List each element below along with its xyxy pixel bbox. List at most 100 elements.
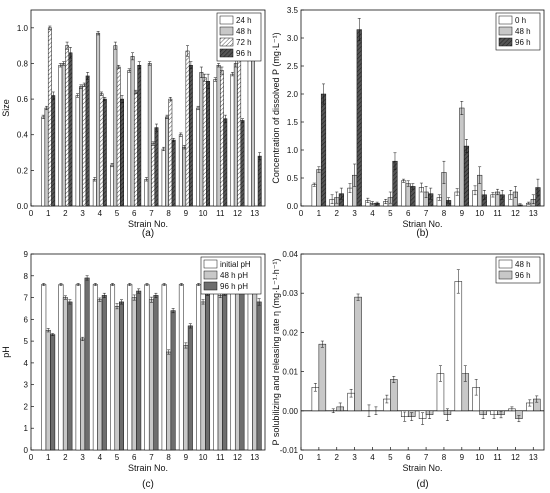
panel-label: (c)	[142, 479, 154, 490]
bar	[240, 120, 245, 207]
panel-label: (b)	[416, 228, 428, 239]
bar	[84, 277, 90, 451]
bar	[182, 146, 187, 207]
bar	[67, 301, 73, 451]
legend-label: 96 h	[236, 49, 252, 58]
bar	[166, 351, 172, 451]
bar	[127, 70, 132, 207]
x-tick-label: 0	[29, 209, 34, 218]
legend: 48 h 96 h	[495, 256, 541, 284]
bar	[41, 284, 47, 451]
x-tick-label: 7	[149, 453, 154, 462]
bar	[51, 95, 56, 207]
bar	[113, 45, 118, 207]
bar	[50, 334, 56, 451]
x-axis-title: Strain No.	[128, 463, 168, 473]
x-tick-label: 8	[166, 453, 171, 462]
bar	[206, 81, 211, 207]
y-tick-label: 0.4	[17, 131, 29, 140]
bar	[188, 64, 193, 207]
legend-label: 48 h	[515, 27, 531, 36]
chart-panel-4: -0.010.000.010.020.030.040 1 2 3 4 5 6 7 8 9 10 11 1…	[271, 250, 545, 490]
bar	[318, 343, 327, 412]
bar	[202, 77, 207, 207]
y-axis-title: P solubilizing and releasing rate η (mg·…	[271, 259, 281, 446]
bar	[85, 75, 90, 207]
bar	[127, 284, 133, 451]
legend-label: 0 h	[515, 16, 526, 25]
bar	[239, 282, 245, 451]
bar	[405, 183, 411, 207]
bar	[222, 292, 228, 451]
x-tick-label: 1	[317, 209, 322, 218]
y-tick-label: 4	[24, 359, 29, 368]
bar	[400, 180, 407, 207]
plot-frame	[300, 253, 545, 451]
bar	[220, 70, 224, 207]
bar	[252, 284, 258, 451]
bar	[223, 118, 228, 207]
legend-label: 48 h	[515, 260, 531, 269]
legend-swatch	[219, 48, 234, 58]
x-tick-label: 8	[442, 209, 447, 218]
legend-label: 24 h	[236, 16, 252, 25]
y-tick-label: -0.01	[280, 446, 299, 455]
bar	[390, 379, 398, 412]
x-tick-label: 9	[184, 453, 189, 462]
x-tick-label: 12	[233, 453, 242, 462]
x-tick-label: 10	[199, 453, 208, 462]
bar	[196, 107, 200, 207]
bar	[65, 45, 70, 207]
y-tick-label: 7	[24, 294, 29, 303]
bar	[137, 64, 142, 207]
bar	[144, 179, 149, 207]
x-tick-label: 6	[406, 453, 411, 462]
x-axis-title: Strain No.	[128, 219, 168, 229]
bar	[311, 184, 317, 207]
bar	[92, 179, 97, 207]
bar	[454, 281, 463, 412]
y-tick-label: 0.8	[17, 59, 29, 68]
x-tick-label: 13	[250, 209, 259, 218]
bar	[256, 301, 262, 451]
x-tick-label: 10	[199, 209, 208, 218]
x-tick-label: 7	[424, 209, 429, 218]
y-tick-label: 0.0	[287, 202, 299, 211]
x-tick-label: 3	[352, 209, 357, 218]
legend-swatch	[203, 270, 218, 280]
legend-swatch	[219, 15, 234, 25]
bar	[82, 84, 87, 207]
x-tick-label: 11	[216, 209, 225, 218]
bar	[196, 284, 202, 451]
bar	[230, 284, 236, 451]
x-tick-label: 4	[98, 209, 103, 218]
bar	[251, 56, 255, 207]
bar	[178, 134, 183, 207]
x-tick-label: 5	[388, 209, 393, 218]
bar	[119, 301, 124, 451]
x-tick-label: 2	[63, 209, 68, 218]
x-tick-label: 13	[250, 453, 259, 462]
bar	[92, 284, 98, 451]
x-tick-label: 1	[46, 453, 51, 462]
bar	[233, 63, 238, 207]
bar	[79, 86, 83, 207]
x-tick-label: 1	[317, 453, 322, 462]
bar	[110, 164, 114, 207]
bar	[185, 50, 190, 207]
bar	[58, 64, 63, 207]
y-tick-label: 1.5	[287, 118, 299, 127]
bar	[230, 73, 235, 207]
bar	[356, 29, 362, 207]
bar	[165, 116, 169, 207]
y-tick-label: 2.0	[287, 90, 299, 99]
y-axis-title: Size	[1, 99, 11, 117]
y-axis-title: pH	[1, 346, 11, 358]
x-tick-label: 9	[460, 453, 465, 462]
legend: initial pH 48 h pH 96 h pH	[200, 256, 262, 295]
x-tick-label: 9	[460, 209, 465, 218]
bar	[75, 95, 80, 207]
bar	[136, 290, 142, 451]
bar	[148, 299, 154, 451]
